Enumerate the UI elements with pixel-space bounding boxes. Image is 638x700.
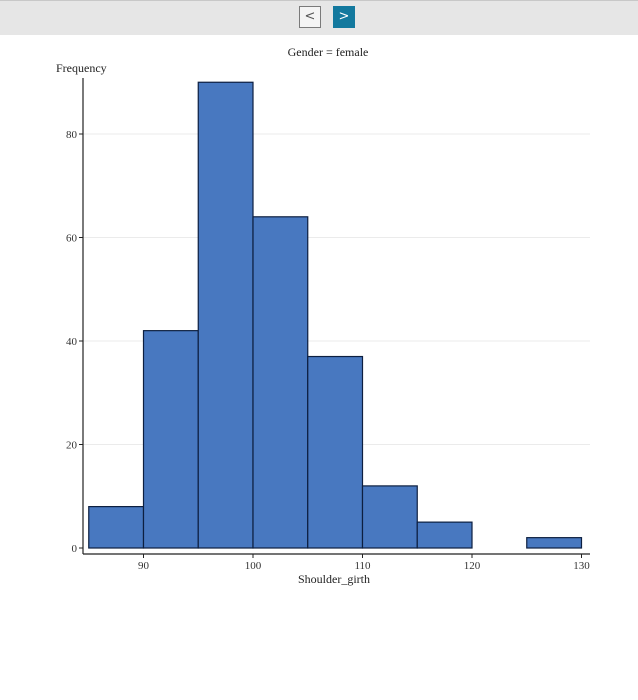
histogram-bars xyxy=(88,81,583,549)
x-tick-label: 120 xyxy=(464,560,481,572)
histogram-bar xyxy=(361,485,418,549)
histogram-bar xyxy=(416,521,473,549)
histogram-bar xyxy=(307,355,364,549)
y-tick-label: 60 xyxy=(66,233,78,245)
histogram-bar xyxy=(526,537,583,549)
x-tick-label: 90 xyxy=(138,560,150,572)
y-tick-label: 0 xyxy=(72,543,78,555)
x-tick-label: 100 xyxy=(245,560,262,572)
y-tick-label: 80 xyxy=(66,129,78,141)
previous-button[interactable]: < xyxy=(299,6,321,28)
y-tick-label: 20 xyxy=(66,440,78,452)
next-button[interactable]: > xyxy=(333,6,355,28)
toolbar: < > xyxy=(0,0,638,35)
axes: 0 20 40 60 80 90 100 110 120 130 xyxy=(66,78,590,572)
histogram-bar xyxy=(197,81,254,549)
x-axis-label: Shoulder_girth xyxy=(298,572,370,586)
chart-title: Gender = female xyxy=(287,45,369,59)
histogram-bar xyxy=(252,216,309,549)
histogram-bar xyxy=(88,506,145,549)
x-tick-label: 110 xyxy=(354,560,371,572)
histogram-bar xyxy=(142,330,199,549)
y-tick-label: 40 xyxy=(66,336,78,348)
x-tick-label: 130 xyxy=(573,560,590,572)
y-axis-label: Frequency xyxy=(56,61,107,75)
